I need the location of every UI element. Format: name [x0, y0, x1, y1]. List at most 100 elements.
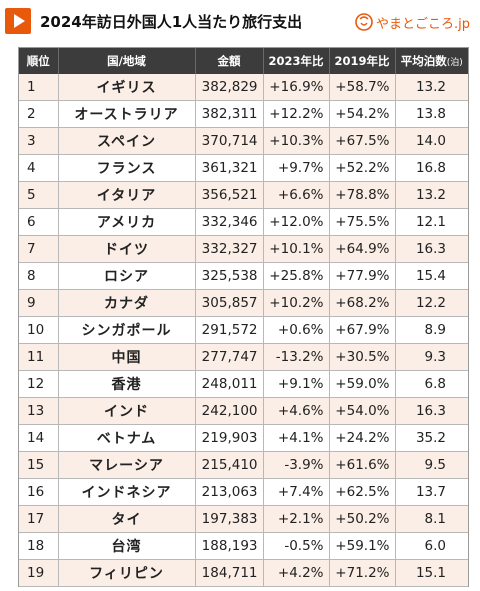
- cell-amount: 291,572: [195, 316, 264, 344]
- cell-vs-2019: +59.0%: [329, 370, 396, 398]
- cell-avg-nights: 13.8: [395, 100, 468, 128]
- cell-vs-2019: +78.8%: [329, 181, 396, 209]
- cell-avg-nights: 16.3: [395, 235, 468, 263]
- cell-vs-2023: +6.6%: [263, 181, 330, 209]
- cell-country: 中国: [58, 343, 196, 371]
- cell-vs-2019: +24.2%: [329, 424, 396, 452]
- cell-country: スペイン: [58, 127, 196, 155]
- cell-vs-2023: +4.1%: [263, 424, 330, 452]
- cell-avg-nights: 6.8: [395, 370, 468, 398]
- cell-amount: 382,829: [195, 74, 264, 101]
- cell-country: タイ: [58, 505, 196, 533]
- table-row: 9 カナダ 305,857 +10.2% +68.2% 12.2: [19, 289, 468, 317]
- cell-rank: 7: [19, 235, 59, 263]
- cell-vs-2019: +77.9%: [329, 262, 396, 290]
- cell-vs-2019: +52.2%: [329, 154, 396, 182]
- cell-vs-2019: +61.6%: [329, 451, 396, 479]
- cell-vs-2019: +67.5%: [329, 127, 396, 155]
- cell-avg-nights: 16.8: [395, 154, 468, 182]
- header: 2024年訪日外国人1人当たり旅行支出 やまとごころ.jp: [0, 0, 480, 44]
- cell-amount: 215,410: [195, 451, 264, 479]
- cell-vs-2023: +0.6%: [263, 316, 330, 344]
- cell-rank: 5: [19, 181, 59, 209]
- cell-vs-2023: -13.2%: [263, 343, 330, 371]
- table-row: 12 香港 248,011 +9.1% +59.0% 6.8: [19, 370, 468, 398]
- cell-country: ロシア: [58, 262, 196, 290]
- table-row: 7 ドイツ 332,327 +10.1% +64.9% 16.3: [19, 235, 468, 263]
- brand-mark-icon: [355, 13, 373, 31]
- cell-vs-2023: +9.7%: [263, 154, 330, 182]
- cell-amount: 277,747: [195, 343, 264, 371]
- cell-avg-nights: 35.2: [395, 424, 468, 452]
- cell-rank: 18: [19, 532, 59, 560]
- cell-rank: 17: [19, 505, 59, 533]
- cell-country: オーストラリア: [58, 100, 196, 128]
- cell-rank: 12: [19, 370, 59, 398]
- col-amount: 金額: [195, 48, 264, 74]
- cell-vs-2023: +12.2%: [263, 100, 330, 128]
- cell-vs-2023: +4.2%: [263, 559, 330, 587]
- cell-country: ベトナム: [58, 424, 196, 452]
- cell-vs-2023: -3.9%: [263, 451, 330, 479]
- cell-country: シンガポール: [58, 316, 196, 344]
- cell-amount: 382,311: [195, 100, 264, 128]
- cell-vs-2019: +67.9%: [329, 316, 396, 344]
- table-row: 4 フランス 361,321 +9.7% +52.2% 16.8: [19, 154, 468, 182]
- cell-amount: 248,011: [195, 370, 264, 398]
- cell-vs-2019: +54.0%: [329, 397, 396, 425]
- col-avg-nights: 平均泊数(泊): [395, 48, 468, 74]
- cell-vs-2019: +58.7%: [329, 74, 396, 101]
- col-rank: 順位: [19, 48, 59, 74]
- cell-rank: 15: [19, 451, 59, 479]
- cell-rank: 14: [19, 424, 59, 452]
- cell-amount: 184,711: [195, 559, 264, 587]
- cell-vs-2023: +16.9%: [263, 74, 330, 101]
- cell-vs-2023: +12.0%: [263, 208, 330, 236]
- cell-vs-2023: +4.6%: [263, 397, 330, 425]
- cell-country: インドネシア: [58, 478, 196, 506]
- cell-country: フィリピン: [58, 559, 196, 587]
- cell-vs-2019: +50.2%: [329, 505, 396, 533]
- cell-rank: 13: [19, 397, 59, 425]
- cell-avg-nights: 15.4: [395, 262, 468, 290]
- table-row: 2 オーストラリア 382,311 +12.2% +54.2% 13.8: [19, 100, 468, 128]
- cell-amount: 305,857: [195, 289, 264, 317]
- cell-avg-nights: 14.0: [395, 127, 468, 155]
- cell-rank: 8: [19, 262, 59, 290]
- col-vs-2023: 2023年比: [263, 48, 330, 74]
- play-icon: [5, 8, 31, 34]
- table-row: 15 マレーシア 215,410 -3.9% +61.6% 9.5: [19, 451, 468, 479]
- table-row: 17 タイ 197,383 +2.1% +50.2% 8.1: [19, 505, 468, 533]
- brand-logo: やまとごころ.jp: [355, 11, 470, 33]
- table-row: 1 イギリス 382,829 +16.9% +58.7% 13.2: [19, 74, 468, 101]
- cell-amount: 332,327: [195, 235, 264, 263]
- cell-amount: 242,100: [195, 397, 264, 425]
- cell-amount: 361,321: [195, 154, 264, 182]
- table-row: 16 インドネシア 213,063 +7.4% +62.5% 13.7: [19, 478, 468, 506]
- cell-rank: 4: [19, 154, 59, 182]
- cell-avg-nights: 9.3: [395, 343, 468, 371]
- cell-country: イギリス: [58, 74, 196, 101]
- col-avg-nights-unit: (泊): [446, 58, 463, 68]
- cell-vs-2023: +25.8%: [263, 262, 330, 290]
- col-avg-nights-label: 平均泊数: [400, 54, 447, 68]
- cell-avg-nights: 8.1: [395, 505, 468, 533]
- cell-rank: 1: [19, 74, 59, 101]
- cell-country: カナダ: [58, 289, 196, 317]
- table-row: 3 スペイン 370,714 +10.3% +67.5% 14.0: [19, 127, 468, 155]
- cell-country: インド: [58, 397, 196, 425]
- cell-avg-nights: 13.2: [395, 74, 468, 101]
- table-row: 14 ベトナム 219,903 +4.1% +24.2% 35.2: [19, 424, 468, 452]
- cell-rank: 19: [19, 559, 59, 587]
- cell-amount: 219,903: [195, 424, 264, 452]
- cell-avg-nights: 9.5: [395, 451, 468, 479]
- table-header-row: 順位 国/地域 金額 2023年比 2019年比 平均泊数(泊): [19, 48, 468, 74]
- cell-country: イタリア: [58, 181, 196, 209]
- cell-vs-2019: +54.2%: [329, 100, 396, 128]
- table-row: 19 フィリピン 184,711 +4.2% +71.2% 15.1: [19, 559, 468, 587]
- cell-rank: 3: [19, 127, 59, 155]
- cell-avg-nights: 15.1: [395, 559, 468, 587]
- cell-country: フランス: [58, 154, 196, 182]
- table-row: 6 アメリカ 332,346 +12.0% +75.5% 12.1: [19, 208, 468, 236]
- cell-country: 香港: [58, 370, 196, 398]
